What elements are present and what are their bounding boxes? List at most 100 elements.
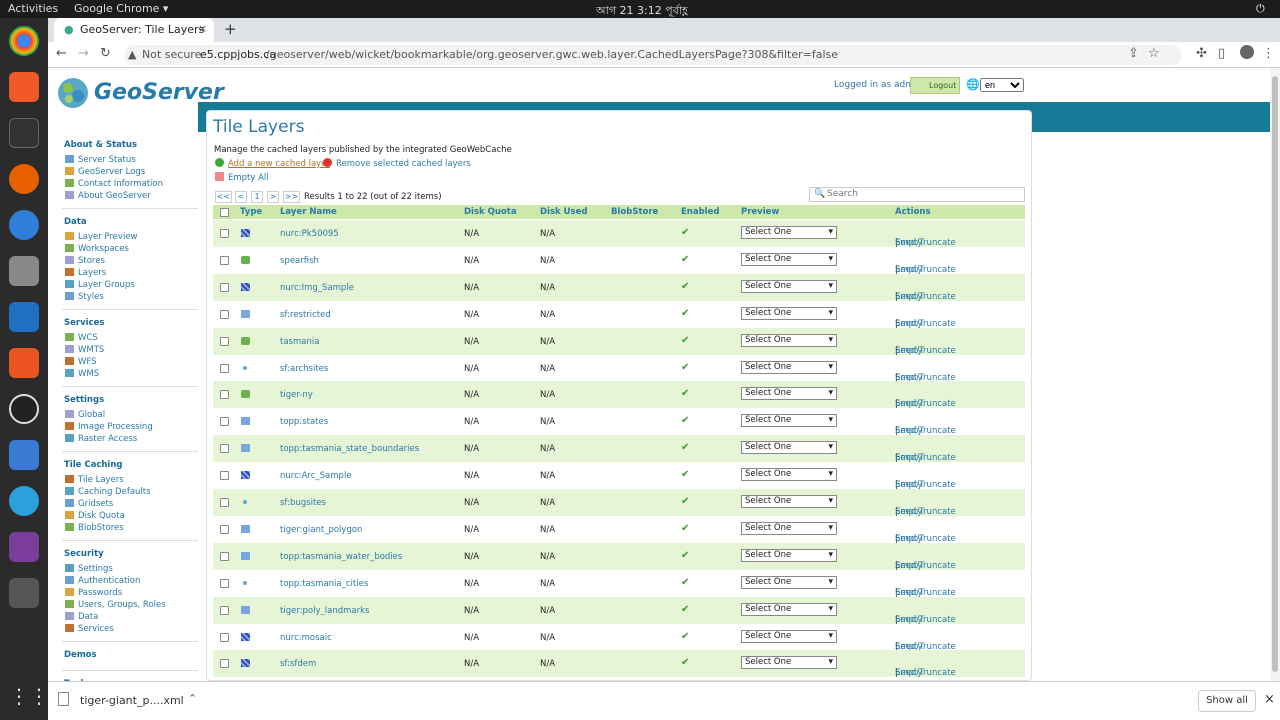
download-filename[interactable]: tiger-giant_p....xml (80, 694, 184, 707)
close-download-bar-icon[interactable]: × (1264, 692, 1275, 707)
seed-truncate-link[interactable]: Seed/Truncate (895, 345, 956, 356)
new-tab-icon[interactable]: + (224, 20, 237, 38)
sidebar-item[interactable]: Gridsets (65, 499, 113, 509)
preview-select[interactable]: Select One (741, 360, 837, 374)
pager-prev[interactable]: < (235, 191, 247, 203)
row-checkbox[interactable] (220, 471, 229, 481)
row-checkbox[interactable] (220, 336, 229, 346)
preview-select[interactable]: Select One (741, 548, 837, 562)
sidebar-item[interactable]: GeoServer Logs (65, 167, 145, 177)
sidebar-item[interactable]: Image Processing (65, 422, 153, 432)
extensions-icon[interactable]: ✣ (1196, 46, 1207, 61)
row-checkbox[interactable] (220, 605, 229, 615)
preview-select[interactable]: Select One (741, 226, 837, 239)
empty-link[interactable]: Empty (895, 560, 923, 571)
layer-name-link[interactable]: nurc:Img_Sample (280, 282, 354, 293)
empty-link[interactable]: Empty (895, 426, 923, 437)
preview-select[interactable]: Select One (741, 629, 837, 643)
row-checkbox[interactable] (220, 229, 229, 238)
terminal-icon[interactable] (9, 118, 39, 148)
seed-truncate-link[interactable]: Seed/Truncate (895, 291, 956, 302)
sidebar-item[interactable]: Raster Access (65, 434, 137, 444)
col-layer-name[interactable]: Layer Name (280, 207, 337, 217)
sidebar-item[interactable]: Disk Quota (65, 511, 125, 521)
geoserver-logo[interactable] (56, 76, 90, 114)
sidebar-item[interactable]: Styles (65, 292, 104, 302)
files-icon[interactable] (9, 256, 39, 286)
back-icon[interactable]: ← (56, 46, 67, 61)
seed-truncate-link[interactable]: Seed/Truncate (895, 533, 956, 544)
sidebar-item[interactable]: Contact Information (65, 179, 163, 189)
layer-name-link[interactable]: nurc:mosaic (280, 632, 332, 643)
show-all-button[interactable]: Show all (1198, 690, 1256, 712)
sidebar-item[interactable]: BlobStores (65, 523, 124, 533)
sidepanel-icon[interactable]: ▯ (1218, 46, 1226, 61)
seed-truncate-link[interactable]: Seed/Truncate (895, 264, 956, 275)
empty-link[interactable]: Empty (895, 399, 923, 410)
sidebar-item[interactable]: Workspaces (65, 244, 129, 254)
sidebar-item[interactable]: Settings (65, 564, 113, 574)
seed-truncate-link[interactable]: Seed/Truncate (895, 480, 956, 491)
row-checkbox[interactable] (220, 498, 229, 507)
empty-link[interactable]: Empty (895, 372, 923, 383)
empty-link[interactable]: Empty (895, 318, 923, 329)
preview-select[interactable]: Select One (741, 441, 837, 455)
row-checkbox[interactable] (220, 444, 229, 454)
select-all-checkbox[interactable] (220, 208, 229, 217)
text-editor-icon[interactable] (9, 440, 39, 470)
chrome-icon[interactable] (9, 26, 39, 56)
seed-truncate-link[interactable]: Seed/Truncate (895, 453, 956, 464)
activities-button[interactable]: Activities (8, 2, 59, 15)
bookmark-star-icon[interactable]: ☆ (1148, 46, 1160, 61)
seed-truncate-link[interactable]: Seed/Truncate (895, 614, 956, 625)
layer-name-link[interactable]: topp:tasmania_water_bodies (280, 551, 403, 562)
app-menu[interactable]: Google Chrome ▾ (74, 2, 169, 15)
sidebar-item[interactable]: Layer Groups (65, 280, 135, 290)
empty-link[interactable]: Empty (895, 291, 923, 302)
browser-tab[interactable]: ● GeoServer: Tile Layers × (54, 18, 214, 42)
brave-icon[interactable] (9, 72, 39, 102)
sidebar-item[interactable]: Data (65, 612, 98, 622)
row-checkbox[interactable] (220, 551, 229, 561)
pager-first[interactable]: << (215, 191, 232, 203)
share-icon[interactable]: ⇪ (1128, 46, 1139, 61)
layer-name-link[interactable]: sf:sfdem (280, 659, 317, 670)
layer-name-link[interactable]: sf:bugsites (280, 498, 326, 508)
video-icon[interactable] (9, 532, 39, 562)
preview-select[interactable]: Select One (741, 414, 837, 428)
layer-name-link[interactable]: tiger:poly_landmarks (280, 605, 370, 616)
preview-select[interactable]: Select One (741, 252, 837, 266)
empty-link[interactable]: Empty (895, 668, 923, 679)
sidebar-item[interactable]: Passwords (65, 588, 122, 598)
preview-select[interactable]: Select One (741, 521, 837, 535)
sidebar-item[interactable]: Services (65, 624, 114, 634)
empty-link[interactable]: Empty (895, 480, 923, 491)
reload-icon[interactable]: ↻ (100, 46, 111, 61)
col-type[interactable]: Type (240, 207, 263, 217)
layer-name-link[interactable]: tiger-ny (280, 390, 313, 401)
add-cached-layer-link[interactable]: Add a new cached layer (215, 158, 330, 169)
layer-name-link[interactable]: nurc:Arc_Sample (280, 471, 352, 482)
sidebar-item[interactable]: WMS (65, 369, 99, 379)
sidebar-item[interactable]: Caching Defaults (65, 487, 151, 497)
sidebar-item[interactable]: WCS (65, 333, 98, 343)
preview-select[interactable]: Select One (741, 468, 837, 482)
row-checkbox[interactable] (220, 417, 229, 427)
sidebar-heading[interactable]: Tools (64, 679, 88, 681)
sidebar-item[interactable]: WMTS (65, 345, 104, 355)
row-checkbox[interactable] (220, 255, 229, 265)
menu-icon[interactable]: ⋮ (1262, 46, 1275, 61)
layer-name-link[interactable]: sf:archsites (280, 363, 329, 374)
preview-select[interactable]: Select One (741, 656, 837, 670)
apps-grid-icon[interactable]: ⋮⋮ (9, 684, 49, 708)
logout-button[interactable]: Logout (910, 77, 960, 94)
search-input[interactable]: 🔍 Search (809, 187, 1025, 202)
seed-truncate-link[interactable]: Seed/Truncate (895, 318, 956, 329)
preview-select[interactable]: Select One (741, 575, 837, 589)
layer-name-link[interactable]: topp:states (280, 417, 329, 428)
sidebar-item[interactable]: Layer Preview (65, 232, 138, 242)
empty-all-link[interactable]: Empty All (215, 172, 269, 183)
row-checkbox[interactable] (220, 632, 229, 642)
language-select[interactable]: en (980, 78, 1024, 92)
url-field[interactable]: ▲ Not secure e5.cppjobs.ca /geoserver/we… (124, 45, 1182, 65)
